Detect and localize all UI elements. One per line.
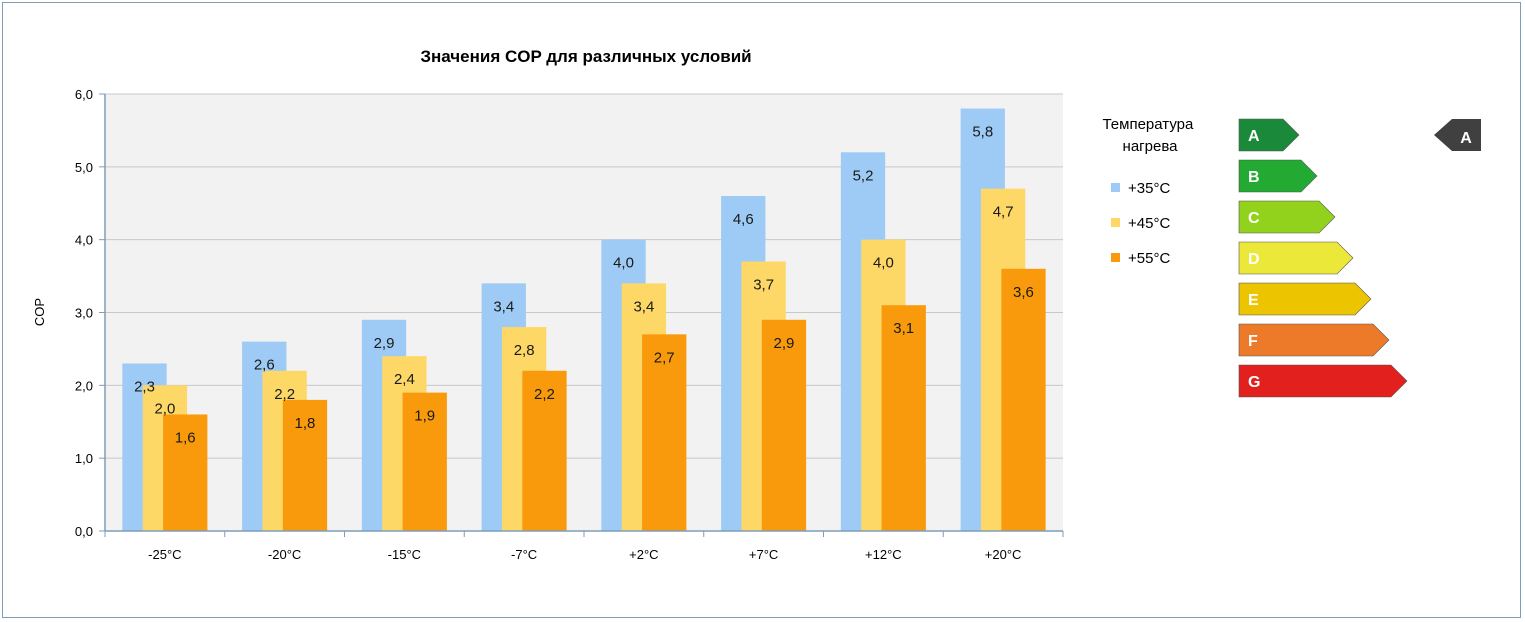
energy-efficiency-scale: A B C D E F G bbox=[1238, 118, 1408, 398]
data-label: 2,2 bbox=[534, 386, 555, 403]
energy-class-arrow bbox=[1238, 200, 1336, 234]
data-label: 4,6 bbox=[733, 211, 754, 228]
data-label: 2,2 bbox=[274, 386, 295, 403]
x-tick-label: -15°C bbox=[388, 547, 421, 562]
bar bbox=[522, 370, 567, 531]
rating-arrow bbox=[1434, 119, 1481, 151]
x-tick-label: +7°C bbox=[749, 547, 778, 562]
y-tick-label: 1,0 bbox=[75, 451, 93, 466]
y-tick-label: 2,0 bbox=[75, 378, 93, 393]
data-label: 1,9 bbox=[414, 408, 435, 425]
bar-group bbox=[122, 108, 1046, 532]
energy-class-letter: G bbox=[1248, 374, 1260, 391]
x-tick-label: -20°C bbox=[268, 547, 301, 562]
energy-class-letter: F bbox=[1248, 333, 1258, 350]
bar bbox=[642, 334, 687, 531]
energy-class-arrow bbox=[1238, 241, 1354, 275]
energy-class-letter: C bbox=[1248, 210, 1260, 227]
y-tick-labels: 0,0 1,0 2,0 3,0 4,0 5,0 6,0 bbox=[75, 87, 93, 539]
data-label: 2,9 bbox=[374, 335, 395, 352]
data-label: 4,7 bbox=[993, 204, 1014, 221]
data-label: 2,8 bbox=[514, 342, 535, 359]
x-tick-label: -25°C bbox=[148, 547, 181, 562]
data-label: 3,1 bbox=[893, 320, 914, 337]
data-label: 2,7 bbox=[654, 349, 675, 366]
bar bbox=[282, 399, 328, 531]
legend-item-label: +35°C bbox=[1128, 180, 1170, 197]
axes bbox=[99, 93, 1064, 537]
data-label: 2,3 bbox=[134, 378, 155, 395]
energy-class-letter: A bbox=[1248, 128, 1260, 145]
legend-item-label: +45°C bbox=[1128, 215, 1170, 232]
energy-class-letter: B bbox=[1248, 169, 1260, 186]
data-label: 3,4 bbox=[493, 298, 514, 315]
bar bbox=[402, 392, 447, 531]
data-label: 3,4 bbox=[633, 298, 654, 315]
data-label: 1,8 bbox=[295, 415, 316, 432]
bar bbox=[881, 305, 926, 531]
y-tick-label: 4,0 bbox=[75, 233, 93, 248]
legend: Температура нагрева +35°C +45°C +55°C bbox=[1102, 116, 1197, 267]
data-label: 4,0 bbox=[873, 255, 894, 272]
energy-class-arrow bbox=[1238, 323, 1390, 357]
y-tick-label: 3,0 bbox=[75, 306, 93, 321]
energy-class-letter: E bbox=[1248, 292, 1259, 309]
y-tick-label: 0,0 bbox=[75, 524, 93, 539]
data-labels: 2,32,01,62,62,21,82,92,41,93,42,82,24,03… bbox=[134, 124, 1034, 447]
y-tick-label: 5,0 bbox=[75, 160, 93, 175]
energy-class-arrow bbox=[1238, 118, 1300, 152]
legend-swatch bbox=[1111, 183, 1120, 192]
data-label: 1,6 bbox=[175, 429, 196, 446]
data-label: 3,6 bbox=[1013, 284, 1034, 301]
energy-class-arrow bbox=[1238, 282, 1372, 316]
legend-item-label: +55°C bbox=[1128, 250, 1170, 267]
data-label: 5,8 bbox=[972, 124, 993, 141]
x-tick-label: -7°C bbox=[511, 547, 537, 562]
x-tick-label: +12°C bbox=[865, 547, 902, 562]
data-label: 2,4 bbox=[394, 371, 415, 388]
legend-title: Температура нагрева bbox=[1102, 116, 1197, 155]
rating-letter: A bbox=[1460, 130, 1472, 147]
x-tick-labels: -25°C -20°C -15°C -7°C +2°C +7°C +12°C +20°C bbox=[148, 547, 1021, 562]
chart-title: Значения COP для различных условий bbox=[420, 47, 751, 66]
y-tick-label: 6,0 bbox=[75, 87, 93, 102]
bar bbox=[761, 319, 807, 531]
legend-swatch bbox=[1111, 218, 1120, 227]
energy-class-letter: D bbox=[1248, 251, 1260, 268]
bar bbox=[1001, 268, 1046, 531]
bar bbox=[163, 414, 208, 531]
data-label: 2,6 bbox=[254, 357, 275, 374]
x-tick-label: +20°C bbox=[985, 547, 1022, 562]
y-axis-label: COP bbox=[32, 298, 47, 326]
data-label: 2,0 bbox=[154, 400, 175, 417]
data-label: 5,2 bbox=[853, 167, 874, 184]
data-label: 3,7 bbox=[753, 277, 774, 294]
energy-rating-indicator: A bbox=[1434, 119, 1481, 151]
energy-class-arrow bbox=[1238, 364, 1408, 398]
legend-swatch bbox=[1111, 253, 1120, 262]
energy-class-arrow bbox=[1238, 159, 1318, 193]
data-label: 4,0 bbox=[613, 255, 634, 272]
data-label: 2,9 bbox=[774, 335, 795, 352]
x-tick-label: +2°C bbox=[629, 547, 658, 562]
